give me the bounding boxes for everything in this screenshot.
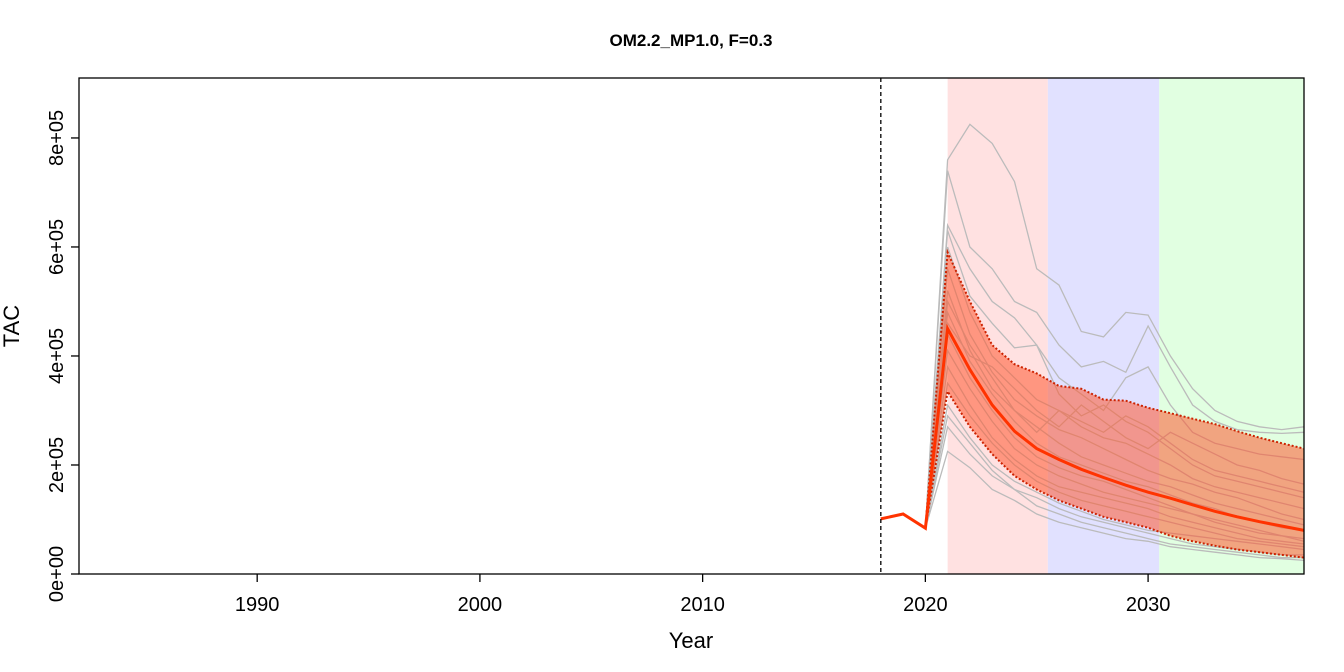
chart-title: OM2.2_MP1.0, F=0.3 (610, 31, 773, 50)
x-tick-label: 2030 (1126, 594, 1171, 616)
x-tick-label: 1990 (235, 594, 280, 616)
upper-bound-line (924, 248, 1305, 529)
iteration-line-14 (924, 414, 1304, 556)
y-tick-label: 0e+00 (46, 546, 68, 602)
x-tick-label: 2010 (680, 594, 725, 616)
lower-bound-line (924, 388, 1305, 559)
iteration-line-2 (924, 170, 1305, 529)
x-tick-label: 2000 (458, 594, 503, 616)
y-tick-label: 8e+05 (46, 110, 68, 166)
confidence-band (880, 252, 1304, 558)
x-axis: 1990 2000 2010 2020 2030 (235, 574, 1170, 616)
y-tick-label: 6e+05 (46, 219, 68, 275)
y-axis-label: TAC (0, 305, 24, 347)
x-tick-label: 2020 (903, 594, 948, 616)
plot-frame (78, 77, 1305, 575)
y-axis: 0e+00 2e+05 4e+05 6e+05 8e+05 (46, 110, 79, 602)
iteration-line-15 (924, 425, 1304, 559)
y-tick-label: 4e+05 (46, 328, 68, 384)
x-axis-label: Year (669, 628, 713, 653)
median-line (880, 323, 1305, 532)
y-tick-label: 2e+05 (46, 437, 68, 493)
iteration-line-16 (924, 450, 1305, 562)
iteration-line-1 (924, 123, 1305, 529)
